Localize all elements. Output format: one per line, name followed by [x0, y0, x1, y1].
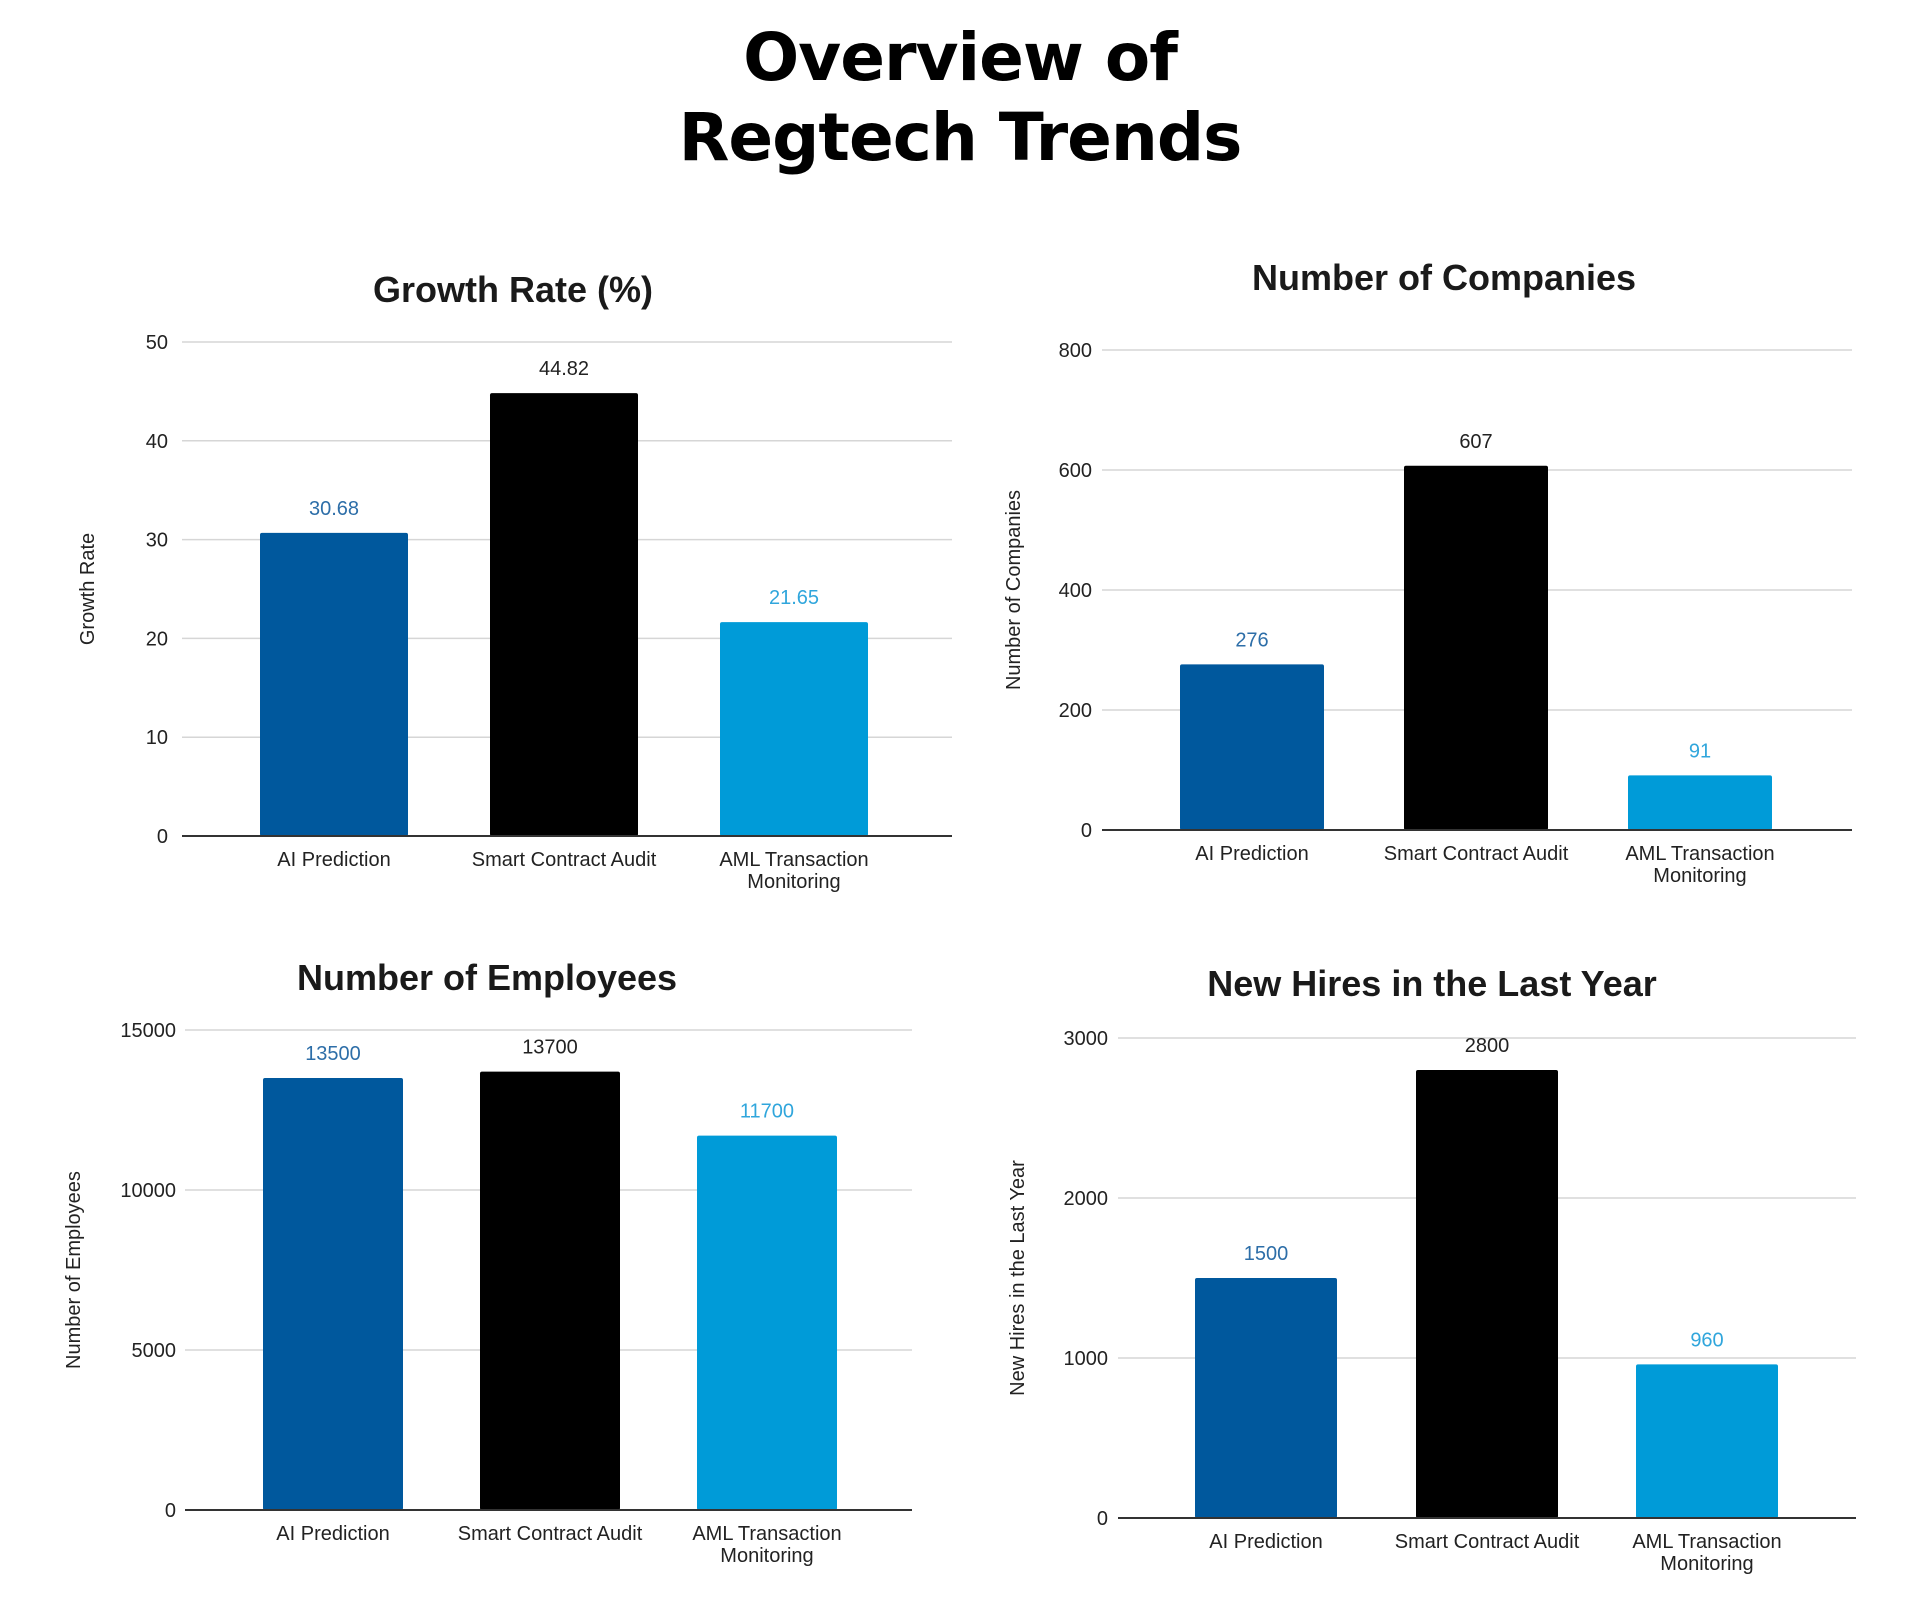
chart-2-data-label: 607	[1459, 431, 1492, 453]
chart-1-y-tick-label: 10	[146, 727, 168, 749]
page-title-line-1: Overview of	[743, 19, 1178, 96]
chart-3-data-label: 13500	[305, 1043, 361, 1065]
chart-1-y-tick-label: 30	[146, 530, 168, 552]
chart-4-category-label: Smart Contract Audit	[1395, 1531, 1580, 1553]
chart-3-data-label: 11700	[740, 1101, 794, 1123]
chart-4-data-label: 2800	[1465, 1035, 1510, 1057]
chart-2-bar	[1628, 775, 1772, 830]
chart-3-y-tick-label: 15000	[120, 1020, 176, 1042]
chart-4-bar	[1636, 1364, 1778, 1518]
chart-1-y-axis-title: Growth Rate	[77, 533, 99, 645]
chart-2-data-label: 276	[1235, 629, 1268, 651]
chart-1-data-label: 44.82	[539, 358, 589, 380]
chart-3-y-tick-label: 10000	[120, 1180, 176, 1202]
chart-3-data-label: 13700	[522, 1037, 578, 1059]
chart-2-data-label: 91	[1689, 740, 1711, 762]
chart-3-category-label: Smart Contract Audit	[458, 1523, 643, 1545]
chart-2-bar	[1180, 664, 1324, 830]
chart-1-title: Growth Rate (%)	[373, 269, 653, 310]
chart-1-category-label: Smart Contract Audit	[472, 849, 657, 871]
chart-2-y-tick-label: 0	[1081, 820, 1092, 842]
chart-2-title: Number of Companies	[1252, 257, 1636, 298]
chart-2-bar	[1404, 465, 1548, 830]
chart-4-y-tick-label: 1000	[1064, 1348, 1109, 1370]
page-title: Overview of Regtech Trends	[0, 18, 1920, 178]
chart-4-data-label: 1500	[1244, 1243, 1289, 1265]
chart-1-category-label: AI Prediction	[277, 849, 390, 871]
chart-4-y-tick-label: 2000	[1064, 1188, 1109, 1210]
chart-3-title: Number of Employees	[297, 957, 677, 998]
chart-2-y-tick-label: 200	[1059, 700, 1092, 722]
chart-4-data-label: 960	[1690, 1329, 1723, 1351]
chart-3-bar	[263, 1078, 403, 1510]
chart-4-y-axis-title: New Hires in the Last Year	[1007, 1160, 1029, 1396]
chart-1-category-label: AML Transaction Monitoring	[719, 849, 868, 893]
chart-4-bar	[1195, 1278, 1337, 1518]
chart-1-y-tick-label: 40	[146, 431, 168, 453]
chart-1-data-label: 21.65	[769, 587, 819, 609]
chart-1-y-tick-label: 50	[146, 332, 168, 354]
chart-3-category-label: AI Prediction	[276, 1523, 389, 1545]
chart-4-y-tick-label: 0	[1097, 1508, 1108, 1530]
chart-2-y-tick-label: 600	[1059, 460, 1092, 482]
chart-2-category-label: Smart Contract Audit	[1384, 843, 1569, 865]
chart-1-bar	[490, 393, 638, 836]
chart-2-category-label: AI Prediction	[1195, 843, 1308, 865]
chart-4-category-label: AML Transaction Monitoring	[1632, 1531, 1781, 1575]
chart-2-y-axis-title: Number of Companies	[1003, 490, 1025, 690]
chart-3-y-axis-title: Number of Employees	[63, 1171, 85, 1369]
chart-3-bar	[697, 1135, 837, 1510]
chart-3-bar	[480, 1071, 620, 1510]
chart-2-y-tick-label: 400	[1059, 580, 1092, 602]
chart-4-y-tick-label: 3000	[1064, 1028, 1109, 1050]
chart-1-data-label: 30.68	[309, 498, 359, 520]
chart-2-y-tick-label: 800	[1059, 340, 1092, 362]
chart-4-title: New Hires in the Last Year	[1207, 963, 1657, 1004]
chart-4-category-label: AI Prediction	[1209, 1531, 1322, 1553]
chart-1-bar	[720, 622, 868, 836]
chart-1-y-tick-label: 0	[157, 826, 168, 848]
chart-2-category-label: AML Transaction Monitoring	[1625, 843, 1774, 887]
chart-4-bar	[1416, 1070, 1558, 1518]
chart-1-y-tick-label: 20	[146, 628, 168, 650]
chart-3-y-tick-label: 5000	[132, 1340, 177, 1362]
chart-3-y-tick-label: 0	[165, 1500, 176, 1522]
chart-3-category-label: AML Transaction Monitoring	[692, 1523, 841, 1567]
page-title-line-2: Regtech Trends	[678, 99, 1243, 176]
chart-1-bar	[260, 532, 408, 836]
